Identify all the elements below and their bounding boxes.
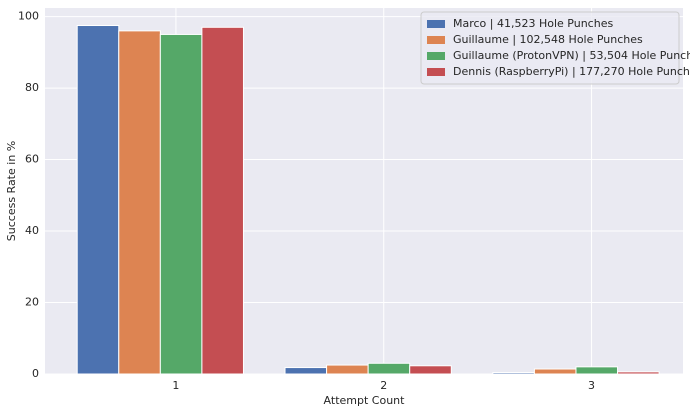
legend-swatch [427,68,445,76]
x-axis-label: Attempt Count [324,394,406,407]
legend-swatch [427,20,445,28]
legend-swatch [427,36,445,44]
x-tick-label: 3 [588,379,595,392]
bar [617,371,660,375]
x-tick-label: 1 [172,379,179,392]
y-axis-label: Success Rate in % [5,141,18,241]
bar [492,372,535,375]
bar [367,362,411,375]
y-tick-label: 20 [25,296,39,309]
y-tick-label: 0 [32,367,39,380]
bar [118,30,161,375]
bar [326,364,369,375]
bar [575,366,619,375]
bar [159,33,203,375]
bar [201,26,244,375]
legend-box [420,11,680,85]
bar [76,25,120,375]
bar [533,368,577,375]
bar [409,365,452,375]
legend-swatch [427,52,445,60]
legend-label: Marco | 41,523 Hole Punches [453,17,613,30]
bar [284,367,328,375]
legend-label: Guillaume (ProtonVPN) | 53,504 Hole Punc… [453,49,690,62]
y-tick-label: 100 [18,10,39,23]
legend-label: Guillaume | 102,548 Hole Punches [453,33,643,46]
y-tick-label: 40 [25,224,39,237]
x-tick-label: 2 [380,379,387,392]
legend-label: Dennis (RaspberryPi) | 177,270 Hole Punc… [453,65,690,78]
y-tick-label: 80 [25,81,39,94]
y-tick-label: 60 [25,153,39,166]
